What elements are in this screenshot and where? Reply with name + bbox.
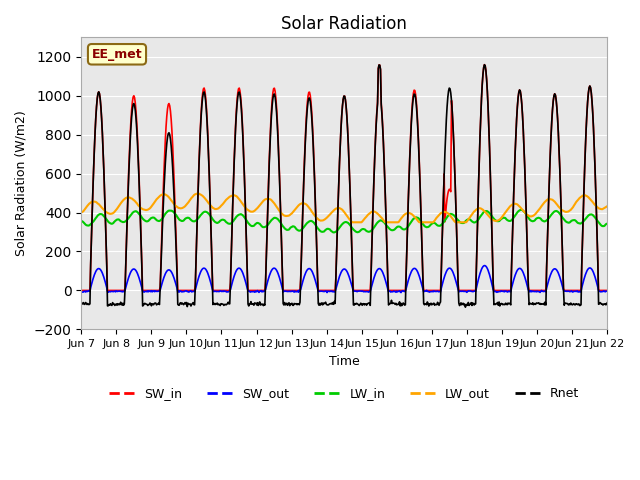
LW_in: [424, 224, 432, 230]
Rnet: [141, 300, 148, 306]
Line: Rnet: Rnet: [81, 65, 607, 307]
LW_out: [349, 219, 356, 225]
LW_out: [195, 191, 203, 197]
SW_in: [195, 181, 202, 187]
LW_in: [195, 216, 202, 221]
LW_out: [77, 209, 85, 215]
LW_out: [425, 219, 433, 225]
SW_out: [87, 285, 95, 290]
Title: Solar Radiation: Solar Radiation: [282, 15, 407, 33]
SW_out: [481, 263, 488, 268]
X-axis label: Time: Time: [329, 355, 360, 368]
Rnet: [461, 304, 469, 310]
LW_out: [410, 213, 417, 218]
SW_in: [424, 288, 431, 293]
SW_in: [141, 288, 148, 293]
Rnet: [77, 300, 85, 306]
SW_in: [481, 62, 488, 68]
LW_in: [604, 221, 611, 227]
Rnet: [87, 261, 95, 267]
Rnet: [604, 300, 611, 305]
SW_in: [87, 261, 95, 267]
Rnet: [481, 62, 488, 68]
Y-axis label: Solar Radiation (W/m2): Solar Radiation (W/m2): [15, 110, 28, 256]
Rnet: [408, 110, 416, 116]
LW_out: [195, 191, 202, 196]
SW_out: [222, 288, 230, 294]
SW_in: [604, 288, 611, 293]
SW_out: [409, 266, 417, 272]
LW_in: [409, 217, 417, 223]
Rnet: [424, 299, 431, 305]
SW_in: [77, 288, 85, 293]
LW_in: [330, 229, 337, 235]
Line: SW_in: SW_in: [81, 65, 607, 290]
Line: LW_in: LW_in: [81, 210, 607, 232]
SW_out: [397, 290, 405, 296]
SW_out: [141, 289, 148, 295]
Line: LW_out: LW_out: [81, 193, 607, 222]
LW_in: [87, 221, 95, 227]
SW_in: [408, 106, 416, 112]
Legend: SW_in, SW_out, LW_in, LW_out, Rnet: SW_in, SW_out, LW_in, LW_out, Rnet: [104, 382, 584, 405]
LW_out: [141, 207, 148, 213]
Rnet: [222, 302, 230, 308]
SW_out: [195, 276, 202, 282]
SW_out: [77, 289, 85, 295]
LW_in: [518, 207, 525, 213]
LW_in: [141, 218, 148, 224]
Rnet: [195, 183, 202, 189]
Text: EE_met: EE_met: [92, 48, 142, 61]
Line: SW_out: SW_out: [81, 265, 607, 293]
LW_in: [77, 218, 85, 224]
LW_out: [87, 200, 95, 205]
SW_in: [222, 288, 230, 293]
LW_in: [222, 219, 230, 225]
LW_out: [223, 196, 230, 202]
SW_out: [424, 288, 432, 294]
SW_out: [604, 288, 611, 294]
LW_out: [604, 203, 611, 209]
